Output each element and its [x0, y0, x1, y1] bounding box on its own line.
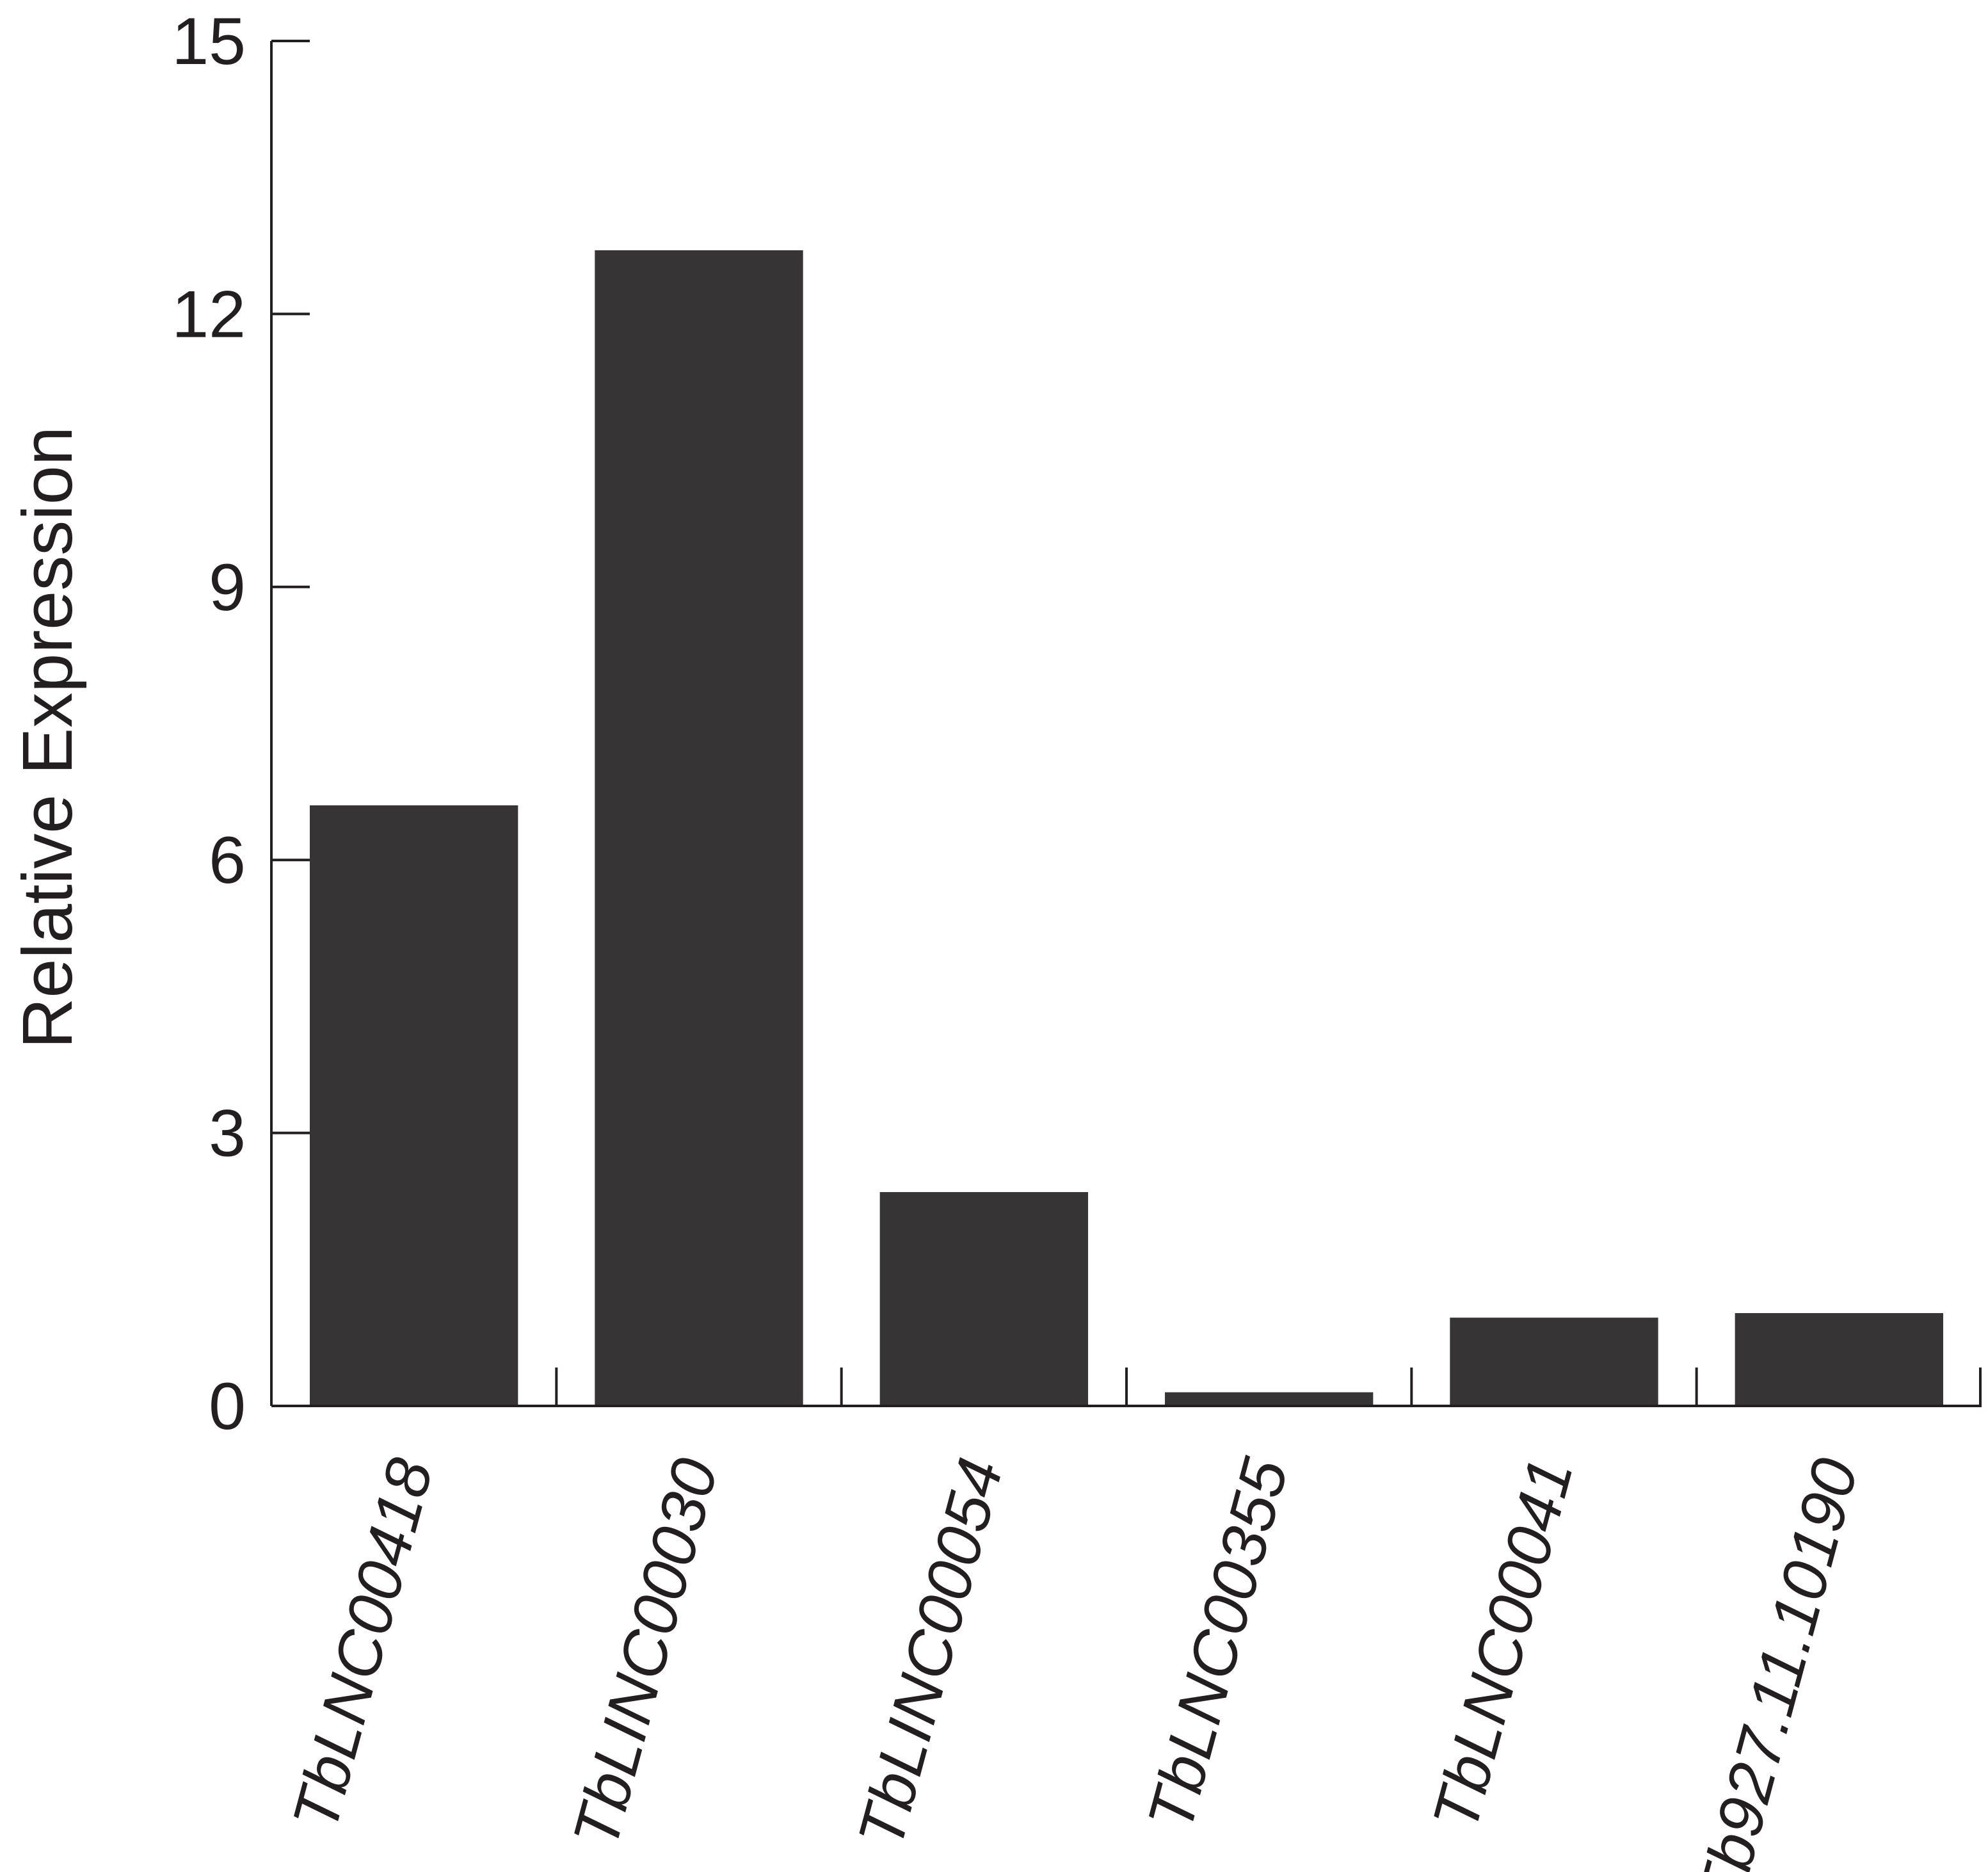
x-tick-label: TbLINC00054	[844, 1451, 1016, 1855]
y-tick-label: 0	[209, 1369, 246, 1444]
axes-layer	[270, 41, 1982, 1407]
bar-tblnc00418	[310, 805, 518, 1406]
y-tick-label: 3	[209, 1097, 246, 1171]
y-axis-title: Relative Expression	[8, 426, 87, 1049]
category-labels: TbLNC00418 TbLINC00030 TbLINC00054 TbLNC003…	[279, 1451, 1872, 1872]
x-ticks	[555, 1368, 1982, 1406]
x-tick-label: TbLINC00030	[559, 1451, 732, 1855]
y-tick-label: 6	[209, 823, 246, 898]
y-tick-label: 15	[172, 4, 246, 79]
bar-tblnc00355	[1165, 1392, 1374, 1406]
y-ticks: 0 3 6 9 12 15	[172, 4, 310, 1444]
y-tick-label: 9	[209, 551, 246, 625]
bar-tblinc00054	[879, 1191, 1088, 1406]
x-tick-label: TbLNC00355	[1134, 1451, 1302, 1837]
bar-tblnc00041	[1450, 1318, 1658, 1406]
bar-tb927-11-10190	[1735, 1313, 1943, 1406]
x-tick-label: Tb927.11.10190	[1683, 1451, 1872, 1872]
x-tick-label: TbLNC00041	[1419, 1451, 1587, 1838]
y-tick-label: 12	[172, 277, 246, 351]
bars-layer	[310, 250, 1943, 1406]
bar-tblinc00030	[595, 250, 803, 1406]
x-tick-label: TbLNC00418	[279, 1451, 447, 1837]
